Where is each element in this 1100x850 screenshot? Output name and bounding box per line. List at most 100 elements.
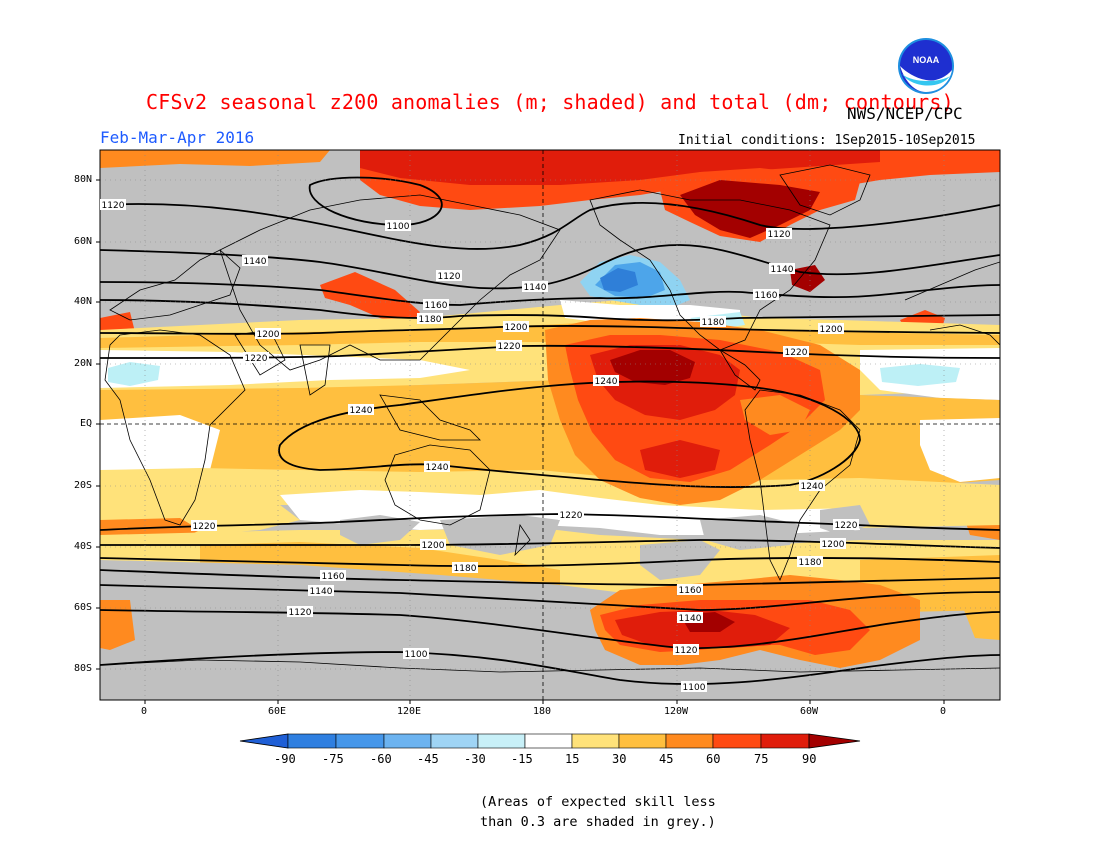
- svg-text:1160: 1160: [679, 586, 702, 596]
- colorbar: [239, 733, 861, 749]
- svg-text:1120: 1120: [438, 272, 461, 282]
- contour-label: 1200: [420, 539, 446, 551]
- contour-label: 1200: [503, 321, 529, 333]
- contour-label: 1220: [496, 340, 522, 352]
- svg-text:1220: 1220: [560, 511, 583, 521]
- initial-conditions: Initial conditions: 1Sep2015-10Sep2015: [678, 133, 976, 148]
- axis-ticks: [96, 179, 945, 704]
- svg-text:1140: 1140: [679, 614, 702, 624]
- colorbar-box: [618, 733, 667, 749]
- contour-label: 1240: [799, 480, 825, 492]
- colorbar-tick: 45: [659, 752, 674, 766]
- contour-label: 1220: [783, 346, 809, 358]
- footnote-line: than 0.3 are shaded in grey.): [480, 814, 716, 830]
- lat-label: 60S: [74, 602, 93, 613]
- svg-text:1200: 1200: [422, 541, 445, 551]
- contour-label: 1180: [797, 556, 823, 568]
- lon-label: 180: [533, 706, 552, 717]
- contour-label: 1140: [308, 585, 334, 597]
- lat-label: EQ: [80, 418, 93, 429]
- colorbar-tick: 90: [802, 752, 817, 766]
- map-frame: [99, 149, 1001, 701]
- svg-text:1240: 1240: [595, 377, 618, 387]
- lon-label: 0: [141, 706, 148, 717]
- contour-label: 1200: [818, 323, 844, 335]
- contour-label: 1160: [320, 570, 346, 582]
- svg-text:1200: 1200: [505, 323, 528, 333]
- contour-label: 1140: [677, 612, 703, 624]
- noaa-logo: NOAA: [898, 38, 954, 94]
- colorbar-box: [571, 733, 620, 749]
- agency-label: NWS/NCEP/CPC: [847, 104, 963, 123]
- svg-text:1140: 1140: [524, 283, 547, 293]
- svg-text:1220: 1220: [785, 348, 808, 358]
- svg-text:1200: 1200: [822, 540, 845, 550]
- contour-label: 1220: [243, 352, 269, 364]
- svg-text:1160: 1160: [425, 301, 448, 311]
- colorbar-box: [477, 733, 526, 749]
- lon-label: 60W: [800, 706, 819, 717]
- svg-text:1160: 1160: [755, 291, 778, 301]
- svg-text:1180: 1180: [702, 318, 725, 328]
- lon-label: 0: [940, 706, 947, 717]
- contour-label: 1120: [287, 606, 313, 618]
- svg-text:1180: 1180: [454, 564, 477, 574]
- chart-title: CFSv2 seasonal z200 anomalies (m; shaded…: [146, 90, 954, 114]
- colorbar-tick: -75: [322, 752, 344, 766]
- forecast-period: Feb-Mar-Apr 2016: [100, 128, 255, 147]
- colorbar-box: [712, 733, 762, 749]
- contour-label: 1200: [255, 328, 281, 340]
- contour-label: 1100: [681, 681, 707, 693]
- contour-label: 1220: [833, 519, 859, 531]
- svg-text:1140: 1140: [771, 265, 794, 275]
- svg-text:1240: 1240: [426, 463, 449, 473]
- contour-label: 1180: [452, 562, 478, 574]
- contour-label: 1120: [673, 644, 699, 656]
- contour-label: 1100: [385, 220, 411, 232]
- colorbar-tick: 15: [565, 752, 580, 766]
- colorbar-tick: -90: [274, 752, 296, 766]
- contour-label: 1160: [753, 289, 779, 301]
- contour-label: 1200: [820, 538, 846, 550]
- colorbar-arrow-left: [239, 733, 289, 749]
- colorbar-tick: 75: [754, 752, 769, 766]
- svg-text:1220: 1220: [245, 354, 268, 364]
- contour-label: 1120: [436, 270, 462, 282]
- contour-label: 1180: [700, 316, 726, 328]
- svg-text:1140: 1140: [310, 587, 333, 597]
- svg-text:1240: 1240: [350, 406, 373, 416]
- skill-footnote: (Areas of expected skill less than 0.3 a…: [480, 792, 716, 832]
- svg-text:1220: 1220: [193, 522, 216, 532]
- colorbar-arrow-right: [808, 733, 861, 749]
- lat-label: 20S: [74, 480, 93, 491]
- svg-text:1120: 1120: [289, 608, 312, 618]
- grid-dotted: [100, 150, 1000, 700]
- svg-text:1180: 1180: [419, 315, 442, 325]
- svg-text:1200: 1200: [820, 325, 843, 335]
- colorbar-box: [665, 733, 714, 749]
- colorbar-box: [760, 733, 810, 749]
- contour-label: 1240: [424, 461, 450, 473]
- lat-label: 60N: [74, 236, 93, 247]
- svg-text:1180: 1180: [799, 558, 822, 568]
- colorbar-tick: -30: [464, 752, 486, 766]
- contour-label: 1100: [403, 648, 429, 660]
- contour-label: 1120: [766, 228, 792, 240]
- svg-text:1120: 1120: [768, 230, 791, 240]
- colorbar-box: [430, 733, 479, 749]
- contour-label: 1140: [242, 255, 268, 267]
- lon-label: 60E: [268, 706, 287, 717]
- contour-label: 1240: [593, 375, 619, 387]
- colorbar-box: [335, 733, 385, 749]
- lon-label: 120E: [397, 706, 422, 717]
- svg-text:1160: 1160: [322, 572, 345, 582]
- colorbar-tick: -60: [370, 752, 392, 766]
- svg-text:1100: 1100: [405, 650, 428, 660]
- colorbar-tick: -15: [511, 752, 533, 766]
- svg-text:NOAA: NOAA: [913, 55, 940, 65]
- svg-text:1220: 1220: [498, 342, 521, 352]
- svg-text:1200: 1200: [257, 330, 280, 340]
- contour-label: 1120: [100, 199, 126, 211]
- map-field: [100, 150, 1000, 700]
